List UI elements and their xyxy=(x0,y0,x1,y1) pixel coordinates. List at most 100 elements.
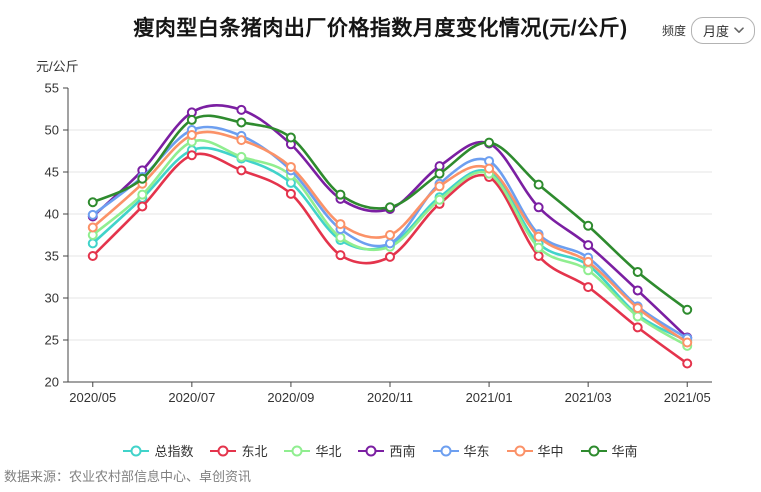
data-point-marker xyxy=(533,202,544,213)
data-point-marker xyxy=(632,285,643,296)
legend-item-south-china[interactable]: 华南 xyxy=(580,441,638,460)
data-point-marker xyxy=(434,181,445,192)
y-axis-tick-label: 55 xyxy=(45,81,59,96)
x-axis-tick-label: 2020/05 xyxy=(69,390,116,405)
data-point-marker xyxy=(583,256,594,267)
data-point-marker xyxy=(533,231,544,242)
y-axis-tick-label: 30 xyxy=(45,291,59,306)
data-point-marker xyxy=(682,304,693,315)
data-point-marker xyxy=(583,240,594,251)
data-point-marker xyxy=(533,179,544,190)
data-point-marker xyxy=(632,322,643,333)
legend-item-north-china[interactable]: 华北 xyxy=(284,441,341,460)
data-point-marker xyxy=(434,168,445,179)
legend-marker-icon xyxy=(284,445,311,456)
x-axis-tick-label: 2020/11 xyxy=(367,390,413,405)
data-point-marker xyxy=(385,230,395,240)
legend-marker-icon xyxy=(358,445,385,456)
data-point-marker xyxy=(137,201,148,212)
chevron-down-icon xyxy=(734,27,744,34)
data-point-marker xyxy=(434,194,445,205)
data-point-marker xyxy=(285,161,296,172)
legend-item-central-china[interactable]: 华中 xyxy=(506,441,564,460)
legend-marker-icon xyxy=(432,445,459,456)
x-axis-tick-label: 2021/03 xyxy=(565,390,612,405)
data-point-marker xyxy=(484,137,495,148)
legend-item-east-china[interactable]: 华东 xyxy=(432,441,490,460)
data-point-marker xyxy=(87,251,98,261)
legend-marker-icon xyxy=(123,445,150,456)
data-point-marker xyxy=(533,242,544,253)
data-point-marker xyxy=(583,220,594,231)
data-point-marker xyxy=(335,219,346,230)
y-axis-tick-label: 45 xyxy=(45,165,59,180)
data-point-marker xyxy=(632,303,643,314)
data-point-marker xyxy=(87,222,98,233)
frequency-select[interactable]: 月度 xyxy=(690,17,755,44)
legend-label: 东北 xyxy=(241,444,268,459)
x-axis-tick-label: 2021/05 xyxy=(664,390,711,405)
data-source: 数据来源：农业农村部信息中心、卓创资讯 xyxy=(4,469,252,484)
legend-marker-icon xyxy=(210,445,237,456)
y-axis-tick-label: 35 xyxy=(45,249,59,264)
data-point-marker xyxy=(87,209,98,220)
data-point-marker xyxy=(335,250,346,261)
frequency-control: 频度 月度 xyxy=(662,17,755,44)
series-northeast xyxy=(87,150,693,369)
data-point-marker xyxy=(236,135,247,146)
data-point-marker xyxy=(583,265,594,276)
legend-label: 西南 xyxy=(389,444,416,459)
legend-label: 华东 xyxy=(463,444,490,459)
page-title: 瘦肉型白条猪肉出厂价格指数月度变化情况(元/公斤) xyxy=(133,17,628,40)
legend-label: 华北 xyxy=(315,444,342,459)
frequency-label: 频度 xyxy=(661,24,686,38)
legend: 总指数 东北 华北 西南 华东 华中 华南 xyxy=(0,441,761,460)
y-axis-tick-label: 40 xyxy=(45,207,59,222)
data-point-marker xyxy=(533,251,544,261)
data-point-marker xyxy=(583,282,594,293)
legend-marker-icon xyxy=(506,445,533,456)
legend-marker-icon xyxy=(580,445,607,456)
x-axis-tick-label: 2021/01 xyxy=(466,390,513,405)
data-point-marker xyxy=(484,163,495,174)
y-axis-tick-label: 20 xyxy=(45,375,59,390)
legend-item-total-index[interactable]: 总指数 xyxy=(123,441,193,460)
legend-item-southwest[interactable]: 西南 xyxy=(358,441,416,460)
series-south-china xyxy=(87,114,693,315)
data-point-marker xyxy=(186,130,197,141)
data-point-marker xyxy=(385,251,395,262)
y-axis-tick-label: 50 xyxy=(45,123,59,138)
data-point-marker xyxy=(186,114,197,125)
data-point-marker xyxy=(137,189,148,200)
data-point-marker xyxy=(87,197,98,208)
data-point-marker xyxy=(236,117,247,128)
data-point-marker xyxy=(186,150,197,161)
series-central-china xyxy=(87,130,693,348)
data-point-marker xyxy=(137,173,148,184)
data-point-marker xyxy=(236,104,247,115)
frequency-value: 月度 xyxy=(702,24,729,39)
data-point-marker xyxy=(335,189,346,200)
data-point-marker xyxy=(682,337,693,348)
data-point-marker xyxy=(236,165,247,176)
y-axis-title: 元/公斤 xyxy=(36,59,79,74)
data-point-marker xyxy=(87,238,98,249)
x-axis-tick-label: 2020/09 xyxy=(267,390,314,405)
data-point-marker xyxy=(632,311,643,322)
series-southwest xyxy=(87,104,693,343)
data-point-marker xyxy=(385,202,395,213)
data-point-marker xyxy=(285,188,296,199)
y-axis-tick-label: 25 xyxy=(45,333,59,348)
data-point-marker xyxy=(285,132,296,143)
legend-item-northeast[interactable]: 东北 xyxy=(210,441,267,460)
legend-label: 总指数 xyxy=(154,444,194,459)
x-axis-tick-label: 2020/07 xyxy=(168,390,215,405)
data-point-marker xyxy=(632,266,643,277)
legend-label: 华中 xyxy=(537,444,564,459)
data-point-marker xyxy=(236,151,247,162)
data-point-marker xyxy=(682,358,693,369)
legend-label: 华南 xyxy=(611,444,638,459)
data-point-marker xyxy=(335,232,346,243)
data-point-marker xyxy=(385,238,395,249)
